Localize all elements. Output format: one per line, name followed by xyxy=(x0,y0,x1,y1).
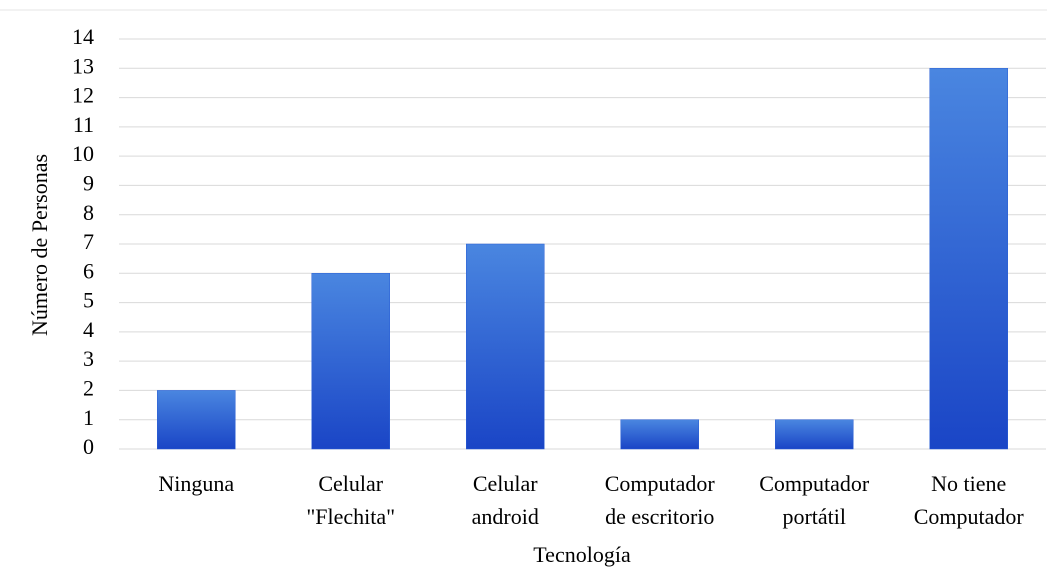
x-tick-label-line: Computador xyxy=(914,504,1025,529)
y-tick-label: 6 xyxy=(83,258,94,283)
y-tick-label: 11 xyxy=(73,112,94,137)
x-tick-label-line: Celular xyxy=(473,471,538,496)
x-tick-label-line: Ninguna xyxy=(158,471,234,496)
x-tick-label-line: android xyxy=(472,504,539,529)
x-tick-label: No tiene Computador xyxy=(914,471,1025,529)
x-tick-label: Computador portátil xyxy=(759,471,870,529)
y-tick-label: 13 xyxy=(72,53,94,78)
x-tick-label-line: de escritorio xyxy=(605,504,714,529)
bar xyxy=(311,273,390,450)
y-tick-label: 10 xyxy=(72,141,94,166)
bar xyxy=(775,419,854,450)
y-tick-label: 12 xyxy=(72,83,94,108)
y-tick-label: 7 xyxy=(83,229,94,254)
x-tick-label-line: Computador xyxy=(759,471,870,496)
y-tick-label: 9 xyxy=(83,170,94,195)
y-tick-label: 4 xyxy=(83,317,94,342)
y-tick-label: 3 xyxy=(83,346,94,371)
y-tick-label: 0 xyxy=(83,434,94,459)
y-tick-label: 1 xyxy=(83,405,94,430)
x-tick-label: Computador de escritorio xyxy=(605,471,716,529)
y-axis-label: Número de Personas xyxy=(27,154,52,336)
y-tick-label: 8 xyxy=(83,200,94,225)
x-tick-label: Celular android xyxy=(472,471,539,529)
y-tick-label: 5 xyxy=(83,288,94,313)
x-tick-label: Ninguna xyxy=(158,471,234,496)
x-axis-label: Tecnología xyxy=(533,542,631,567)
x-tick-label-line: Computador xyxy=(605,471,716,496)
x-tick-label-line: portátil xyxy=(782,504,846,529)
x-tick-label-line: No tiene xyxy=(931,471,1006,496)
y-tick-label: 14 xyxy=(72,24,94,49)
bar xyxy=(929,68,1008,450)
x-tick-label-line: Celular xyxy=(318,471,383,496)
bar xyxy=(620,419,699,450)
bar xyxy=(157,390,236,450)
x-tick-label: Celular "Flechita" xyxy=(306,471,395,529)
bar xyxy=(466,243,545,450)
y-tick-label: 2 xyxy=(83,375,94,400)
x-tick-label-line: "Flechita" xyxy=(306,504,395,529)
